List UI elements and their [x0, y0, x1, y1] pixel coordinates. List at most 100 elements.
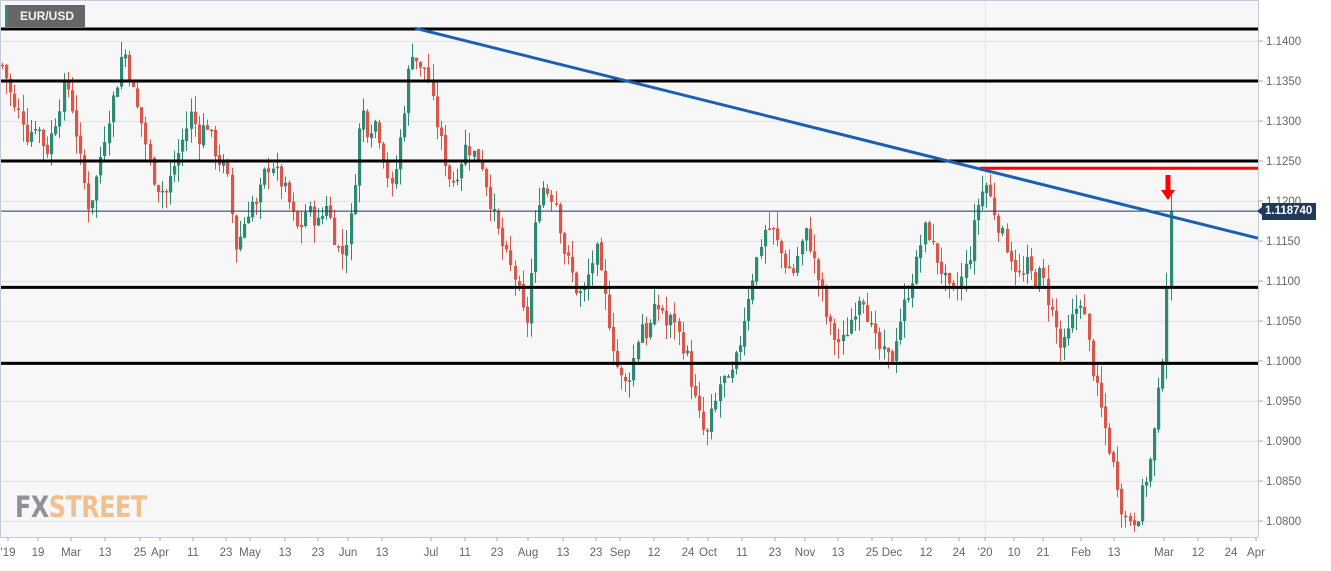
candle-up [124, 54, 128, 59]
x-tick-label: 23 [312, 547, 325, 559]
candle-down [993, 197, 997, 216]
candle-up [345, 244, 349, 256]
candle-down [313, 206, 317, 226]
candle-down [678, 321, 682, 332]
x-tick-label: May [239, 547, 261, 559]
candle-down [198, 124, 202, 145]
candle-up [185, 128, 189, 142]
candle-down [386, 160, 390, 179]
candle-up [1071, 314, 1075, 329]
candle-up [669, 314, 673, 326]
candle-up [161, 190, 165, 193]
candle-up [1079, 305, 1083, 308]
candle-down [292, 201, 296, 212]
candle-down [1092, 340, 1096, 377]
candle-down [509, 250, 513, 266]
candle-up [764, 229, 768, 247]
x-tick-label: 12 [1192, 547, 1205, 559]
candle-down [665, 310, 669, 326]
candle-down [1116, 461, 1120, 490]
candle-down [1051, 306, 1055, 310]
candle-down [768, 228, 772, 230]
candle-up [870, 323, 874, 325]
horizontal-levels [0, 27, 1258, 365]
candle-down [624, 376, 628, 382]
candle-down [9, 78, 13, 93]
candle-down [837, 338, 841, 343]
candle-up [1149, 459, 1153, 482]
candle-down [817, 259, 821, 281]
candle-down [887, 347, 891, 353]
candle-up [530, 273, 534, 324]
candle-down [608, 294, 612, 329]
candle-up [169, 176, 173, 193]
candle-down [436, 96, 440, 128]
candle-down [288, 182, 292, 203]
candle-down [702, 411, 706, 430]
candle-down [214, 129, 218, 157]
candle-down [825, 288, 829, 317]
candle-up [731, 369, 735, 378]
candle-down [518, 281, 522, 286]
x-tick-label: 24 [682, 547, 695, 559]
x-tick-label: 24 [953, 547, 966, 559]
y-tick-label: 1.1400 [1266, 36, 1301, 48]
y-tick-label: 1.1050 [1266, 316, 1301, 328]
candle-up [456, 179, 460, 182]
candle-down [780, 241, 784, 254]
candle-up [259, 184, 263, 203]
candle-up [1137, 521, 1141, 527]
x-tick-label: 13 [279, 547, 292, 559]
candle-down [157, 185, 161, 192]
x-tick-label: Dec [882, 547, 903, 559]
candle-down [1, 64, 5, 67]
x-tick-label: Mar [1154, 547, 1174, 559]
candle-up [751, 280, 755, 300]
candle-up [63, 80, 67, 112]
candle-down [382, 143, 386, 162]
candle-up [407, 68, 411, 113]
candle-down [997, 215, 1001, 233]
down-arrow-icon [1161, 175, 1175, 200]
candle-down [1030, 256, 1034, 271]
x-tick-label: 23 [590, 547, 603, 559]
y-tick-label: 1.0800 [1266, 516, 1301, 528]
trendline [414, 26, 1259, 240]
arrow-head [1161, 190, 1175, 200]
candle-down [694, 386, 698, 396]
candle-down [809, 228, 813, 252]
y-tick-label: 1.1250 [1266, 156, 1301, 168]
candle-down [559, 204, 563, 234]
candle-down [419, 61, 423, 68]
candle-up [973, 220, 977, 262]
y-tick-label: 1.1000 [1266, 356, 1301, 368]
y-tick-label: 1.0950 [1266, 396, 1301, 408]
candle-up [120, 56, 124, 87]
candle-down [1100, 382, 1104, 408]
candle-up [284, 182, 288, 187]
candle-down [1010, 251, 1014, 262]
candle-down [878, 332, 882, 350]
candle-up [34, 128, 38, 131]
candle-down [661, 308, 665, 311]
candle-down [1018, 270, 1022, 273]
candle-down [673, 313, 677, 323]
candle-down [772, 227, 776, 230]
candle-up [116, 87, 120, 97]
x-tick-label: 13 [99, 547, 112, 559]
candle-down [526, 306, 530, 323]
candle-up [960, 276, 964, 289]
candle-down [448, 165, 452, 180]
x-tick-label: 12 [648, 547, 661, 559]
candle-down [1129, 516, 1133, 522]
x-tick-label: 13 [1108, 547, 1121, 559]
candle-up [969, 260, 973, 265]
x-tick-label: 23 [220, 547, 233, 559]
candle-down [1059, 328, 1063, 348]
x-tick-label: 21 [1037, 547, 1050, 559]
candle-down [657, 305, 661, 310]
candle-down [149, 143, 153, 160]
candle-down [132, 82, 136, 88]
